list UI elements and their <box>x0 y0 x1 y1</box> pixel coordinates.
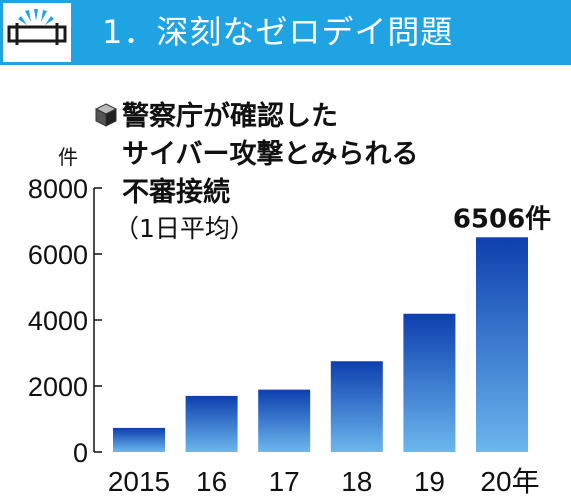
x-tick-label: 16 <box>196 466 227 497</box>
x-tick-label: 17 <box>269 466 300 497</box>
y-axis-unit: 件 <box>58 145 78 169</box>
chart-subtitle: （1日平均） <box>114 214 255 243</box>
bar-3 <box>330 361 383 452</box>
page-title: 1．深刻なゼロデイ問題 <box>102 13 454 51</box>
y-tick-label: 0 <box>73 438 88 468</box>
bar-0 <box>113 427 165 452</box>
chart-title-line-1: 警察庁が確認した <box>122 100 338 132</box>
y-tick-label: 6000 <box>28 240 88 270</box>
x-tick-label: 19 <box>414 466 445 497</box>
cube-icon <box>94 103 118 127</box>
y-tick-label: 8000 <box>28 174 88 204</box>
data-label-2020: 6506件 <box>453 204 551 234</box>
chart-title-line-3: 不審接続 <box>122 177 230 208</box>
bar-5 <box>476 237 528 452</box>
header-icon-box <box>3 3 71 62</box>
y-tick-label: 2000 <box>28 372 88 402</box>
x-tick-label: 2015 <box>108 466 170 497</box>
x-axis: 2015 16 17 18 19 20年 <box>108 466 540 497</box>
x-tick-label: 20年 <box>480 466 539 497</box>
bar-4 <box>403 313 456 452</box>
header-bar: 1．深刻なゼロデイ問題 <box>0 0 571 65</box>
chart-title-line-2: サイバー攻撃とみられる <box>122 139 418 170</box>
bars <box>113 237 528 452</box>
bar-1 <box>185 395 238 452</box>
y-tick-label: 4000 <box>28 306 88 336</box>
y-axis: 0 2000 4000 6000 8000 <box>28 174 102 468</box>
leaking-pipe-icon <box>7 9 67 45</box>
x-tick-label: 18 <box>341 466 372 497</box>
bar-2 <box>258 389 311 452</box>
bar-chart: 警察庁が確認した サイバー攻撃とみられる 不審接続 （1日平均） 件 0 2000… <box>28 100 551 497</box>
